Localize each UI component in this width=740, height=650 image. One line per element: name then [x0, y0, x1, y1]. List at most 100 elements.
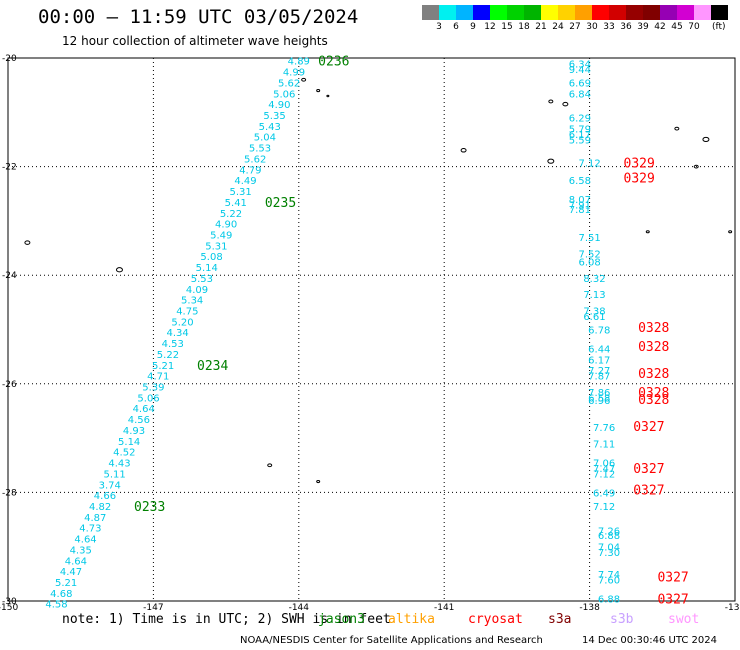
wave-height-label: 4.93 — [123, 426, 145, 437]
pass-time-label: 0327 — [633, 484, 664, 499]
wave-height-label: 4.75 — [176, 306, 198, 317]
colorbar-swatch — [439, 5, 456, 20]
y-tick-label: -28 — [2, 488, 17, 498]
wave-height-label: 5.11 — [103, 469, 125, 480]
wave-height-label: 4.64 — [133, 404, 155, 415]
wave-height-label: 5.14 — [118, 437, 140, 448]
wave-height-label: 7.74 — [598, 570, 620, 581]
wave-height-label: 4.73 — [79, 524, 101, 535]
wave-height-label: 7.27 — [588, 366, 610, 377]
wave-height-label: 5.21 — [152, 361, 174, 372]
pass-time-label: 0328 — [638, 367, 669, 382]
wave-height-label: 6.44 — [588, 345, 610, 356]
wave-height-label: 7.76 — [593, 423, 615, 434]
wave-height-label: 4.68 — [50, 589, 72, 600]
wave-height-label: 6.96 — [588, 396, 610, 407]
island-outline — [301, 77, 307, 82]
colorbar-tick-label: 70 — [688, 22, 700, 32]
wave-height-label: 4.58 — [45, 600, 67, 611]
pass-time-label: 0236 — [318, 55, 349, 70]
wave-height-label: 6.84 — [569, 89, 591, 100]
wave-height-label: 4.89 — [288, 57, 310, 68]
pass-time-label: 0327 — [657, 592, 688, 607]
wave-height-label: 5.31 — [230, 187, 252, 198]
pass-time-label: 0328 — [638, 393, 669, 408]
wave-height-label: 6.08 — [578, 258, 600, 269]
wave-height-label: 5.04 — [254, 133, 276, 144]
pass-time-label: 0235 — [265, 196, 296, 211]
colorbar-tick-label: 18 — [518, 22, 530, 32]
wave-height-label: 4.52 — [113, 448, 135, 459]
wave-height-label: 5.31 — [205, 241, 227, 252]
wave-height-label: 7.26 — [598, 526, 620, 537]
wave-height-label: 6.88 — [598, 594, 620, 605]
wave-height-label: 5.39 — [142, 383, 164, 394]
wave-height-label: 5.08 — [200, 252, 222, 263]
wave-height-label: 7.11 — [593, 440, 615, 451]
wave-height-label: 7.04 — [598, 543, 620, 554]
colorbar-swatch — [677, 5, 694, 20]
wave-height-label: 3.74 — [99, 480, 121, 491]
island-outline — [316, 89, 321, 93]
footer-timestamp: 14 Dec 00:30:46 UTC 2024 — [582, 635, 717, 646]
wave-height-label: 4.53 — [162, 339, 184, 350]
wave-height-label: 5.06 — [137, 393, 159, 404]
wave-height-label: 5.34 — [181, 296, 203, 307]
colorbar-swatch — [541, 5, 558, 20]
wave-height-label: 7.13 — [583, 290, 605, 301]
wave-height-label: 7.51 — [578, 233, 600, 244]
wave-height-label: 5.06 — [273, 89, 295, 100]
x-tick-label: -141 — [434, 603, 454, 613]
pass-time-label: 0327 — [633, 420, 664, 435]
pass-time-label: 0327 — [657, 571, 688, 586]
x-tick-label: -135 — [725, 603, 740, 613]
satellite-legend-item: s3b — [610, 612, 634, 627]
y-tick-label: -20 — [2, 54, 17, 64]
wave-height-label: 7.87 — [588, 372, 610, 383]
pass-time-label: 0329 — [624, 171, 655, 186]
satellite-legend-item: jason3 — [318, 612, 365, 627]
wave-height-label: 7.47 — [593, 464, 615, 475]
wave-height-label: 4.82 — [89, 502, 111, 513]
island-outline — [267, 463, 273, 468]
wave-height-label: 4.90 — [215, 220, 237, 231]
wave-height-label: 7.12 — [593, 469, 615, 480]
island-outline — [693, 164, 699, 169]
colorbar-swatch — [422, 5, 439, 20]
colorbar-swatch — [626, 5, 643, 20]
wave-height-label: 4.64 — [65, 556, 87, 567]
wave-height-label: 6.49 — [593, 488, 615, 499]
footer-note: note: 1) Time is in UTC; 2) SWH is in fe… — [62, 612, 391, 627]
wave-height-label: 5.49 — [210, 230, 232, 241]
island-outline — [316, 479, 321, 484]
colorbar-tick-label: 33 — [603, 22, 615, 32]
island-outline — [326, 94, 330, 98]
wave-height-label: 4.71 — [147, 372, 169, 383]
colorbar-tick-label: 36 — [620, 22, 632, 32]
chart-subtitle: 12 hour collection of altimeter wave hei… — [62, 34, 328, 48]
colorbar-tick-label: 12 — [484, 22, 496, 32]
colorbar-swatch — [507, 5, 524, 20]
x-tick-label: -138 — [579, 603, 600, 613]
wave-height-label: 4.56 — [128, 415, 150, 426]
satellite-legend-item: cryosat — [468, 612, 523, 627]
wave-height-label: 5.62 — [244, 154, 266, 165]
footer-credit: NOAA/NESDIS Center for Satellite Applica… — [240, 635, 543, 646]
satellite-legend-item: s3a — [548, 612, 572, 627]
colorbar-tick-label: 24 — [552, 22, 564, 32]
wave-height-label: 5.59 — [569, 135, 591, 146]
wave-height-label: 7.30 — [598, 548, 620, 559]
chart-title: 00:00 – 11:59 UTC 03/05/2024 — [38, 6, 359, 28]
wave-height-label: 4.09 — [186, 285, 208, 296]
wave-height-label: 7.38 — [583, 306, 605, 317]
wave-height-label: 7.91 — [569, 201, 591, 212]
island-outline — [645, 230, 650, 234]
colorbar-swatch — [609, 5, 626, 20]
pass-time-label: 0327 — [633, 462, 664, 477]
colorbar-swatch — [592, 5, 609, 20]
wave-height-label: 6.78 — [588, 326, 610, 337]
y-tick-label: -24 — [2, 271, 17, 281]
colorbar-unit: (ft) — [712, 22, 726, 32]
x-tick-label: -150 — [0, 603, 18, 613]
